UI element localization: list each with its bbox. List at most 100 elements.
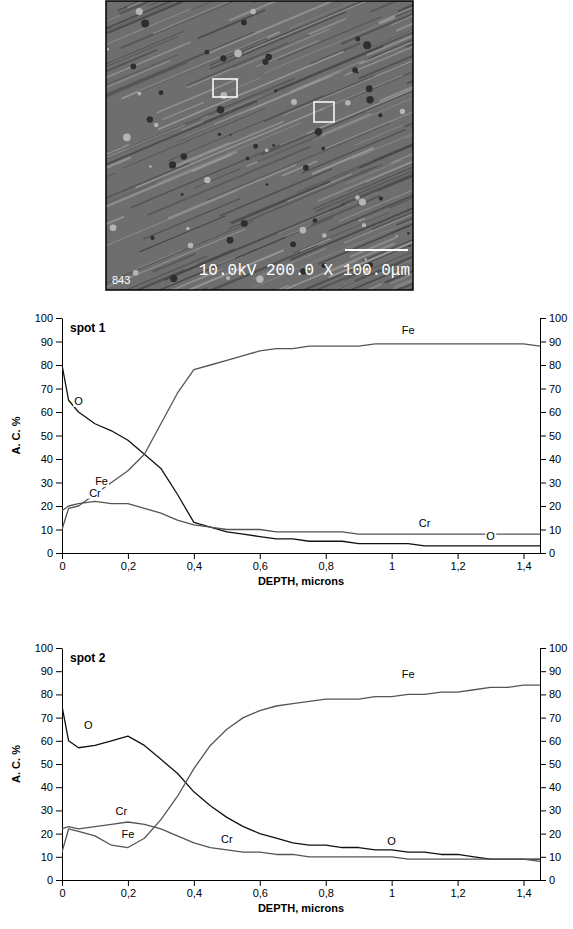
tick-mark [56, 648, 62, 649]
tick: 60 [41, 735, 62, 747]
series-label: Fe [402, 324, 415, 336]
streak [106, 229, 245, 290]
streak [300, 238, 331, 251]
label-ground [88, 487, 102, 499]
streak [173, 142, 230, 166]
label-ground [121, 828, 136, 840]
figure: 10.0kV 200.0 X 100.0μm84300,20,40,60,811… [0, 0, 573, 929]
streak [106, 31, 184, 86]
tick: 60 [540, 735, 561, 747]
streak [310, 43, 360, 64]
tick-mark [540, 412, 546, 413]
particle [133, 270, 139, 276]
tick: 70 [540, 383, 561, 395]
particle [136, 8, 143, 15]
x-axis-title: DEPTH, microns [258, 902, 344, 914]
streak [365, 195, 413, 218]
tick: 30 [41, 477, 62, 489]
particle [364, 258, 367, 261]
particle [303, 165, 309, 171]
streak [319, 226, 410, 264]
streak [187, 34, 308, 85]
label-ground [220, 833, 234, 845]
streak [391, 1, 413, 25]
tick-label: 0,4 [187, 887, 202, 899]
tick-label: 0 [47, 547, 53, 559]
tick: 70 [41, 383, 62, 395]
series-label: Cr [89, 487, 101, 499]
streak [345, 2, 413, 76]
tick-label: 0 [549, 874, 555, 886]
tick-mark [540, 857, 546, 858]
tick-label: 50 [549, 758, 561, 770]
streak [106, 179, 163, 204]
tick-label: 10 [549, 851, 561, 863]
streak [106, 163, 189, 206]
streak [261, 81, 413, 154]
tick-label: 60 [549, 735, 561, 747]
tick-label: 30 [549, 477, 561, 489]
streak [106, 269, 184, 290]
tick-mark [56, 857, 62, 858]
tick: 40 [41, 453, 62, 465]
tick-label: 90 [41, 336, 53, 348]
particle [149, 165, 151, 167]
streak [106, 152, 237, 227]
tick-mark [56, 412, 62, 413]
streak [264, 18, 394, 73]
streak [106, 3, 172, 53]
tick-mark [540, 694, 546, 695]
tick-mark [540, 530, 546, 531]
tick: 40 [540, 781, 561, 793]
tick: 1,4 [516, 553, 531, 572]
series-line [62, 344, 540, 530]
label-ground [401, 668, 416, 680]
particle [265, 149, 269, 153]
particle [227, 237, 234, 244]
tick: 70 [41, 712, 62, 724]
particle [241, 220, 248, 227]
streak [360, 1, 413, 63]
tick-label: 20 [549, 828, 561, 840]
tick-label: 0 [47, 874, 53, 886]
tick-mark [540, 389, 546, 390]
tick-mark [56, 718, 62, 719]
streak [341, 126, 413, 204]
tick: 90 [540, 336, 561, 348]
axis-line [62, 319, 63, 554]
tick: 20 [41, 500, 62, 512]
streak [228, 163, 372, 223]
tick-label: 50 [41, 430, 53, 442]
particle [272, 144, 275, 147]
tick: 0,8 [319, 880, 334, 899]
tick-label: 0,8 [319, 560, 334, 572]
tick-mark [56, 506, 62, 507]
axis-line [63, 880, 541, 881]
tick: 1,2 [450, 880, 465, 899]
series-line [62, 706, 540, 859]
tick-label: 60 [41, 406, 53, 418]
streak [359, 32, 413, 64]
tick-label: 0,4 [187, 560, 202, 572]
tick-label: 1,2 [450, 887, 465, 899]
y2-axis: 0102030405060708090100 [540, 312, 567, 559]
particle [241, 20, 247, 26]
streak [354, 125, 402, 145]
streak [406, 54, 413, 84]
tick-label: 30 [549, 804, 561, 816]
particle [218, 133, 221, 136]
tick: 50 [540, 430, 561, 442]
label-ground [386, 835, 397, 847]
streak [153, 1, 229, 33]
streak [106, 42, 191, 84]
spot-box [213, 79, 237, 97]
tick: 0 [59, 880, 65, 899]
particle [205, 50, 210, 55]
streak [278, 17, 381, 60]
tick: 1,2 [450, 553, 465, 572]
tick: 100 [35, 312, 62, 324]
plot-lines [62, 685, 540, 861]
tick-label: 0,8 [319, 887, 334, 899]
tick-mark [540, 764, 546, 765]
texts: OCrFeCrOFespot 2DEPTH, micronsA. C. % [10, 651, 416, 914]
